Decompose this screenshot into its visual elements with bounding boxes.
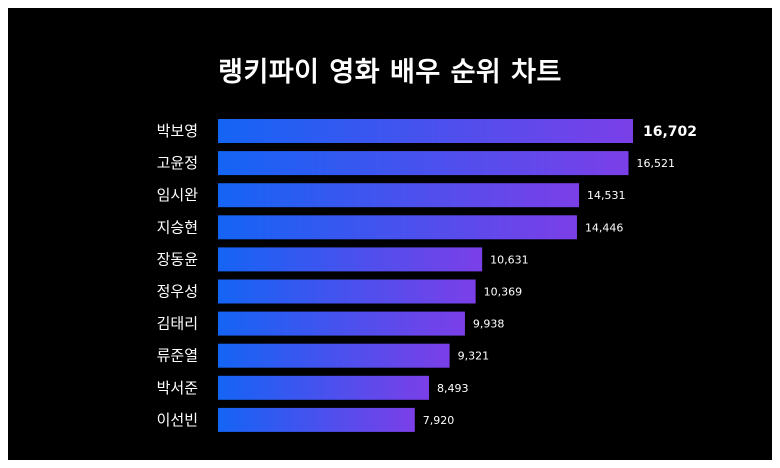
category-label: 정우성 [157, 283, 198, 301]
category-label: 임시완 [157, 186, 199, 204]
bar-7 [218, 311, 465, 336]
category-label: 고윤정 [157, 154, 198, 172]
value-label: 16,702 [643, 124, 697, 140]
category-label: 박서준 [157, 379, 199, 397]
value-label: 10,369 [484, 286, 523, 299]
value-label: 7,920 [423, 414, 455, 427]
bar-1 [218, 119, 633, 143]
value-label: 10,631 [490, 253, 528, 266]
value-label: 9,938 [473, 318, 505, 331]
value-label: 14,531 [587, 189, 626, 202]
chart-title: 랭키파이 영화 배우 순위 차트 [218, 57, 562, 88]
bar-10 [218, 407, 415, 432]
category-label: 지승현 [157, 218, 198, 236]
bar-5 [218, 247, 483, 272]
category-label: 장동윤 [157, 250, 199, 268]
category-label: 김태리 [157, 315, 198, 333]
category-label: 류준열 [157, 347, 198, 365]
category-label: 이선빈 [157, 411, 198, 429]
category-label: 박보영 [157, 122, 198, 140]
bar-8 [218, 343, 450, 368]
bar-4 [218, 215, 577, 240]
value-label: 8,493 [437, 382, 469, 395]
bar-6 [218, 279, 476, 304]
value-label: 14,446 [585, 221, 624, 234]
value-label: 16,521 [637, 157, 676, 170]
bar-9 [218, 375, 430, 400]
bar-2 [218, 151, 629, 176]
bar-3 [218, 183, 580, 208]
value-label: 9,321 [458, 350, 490, 363]
